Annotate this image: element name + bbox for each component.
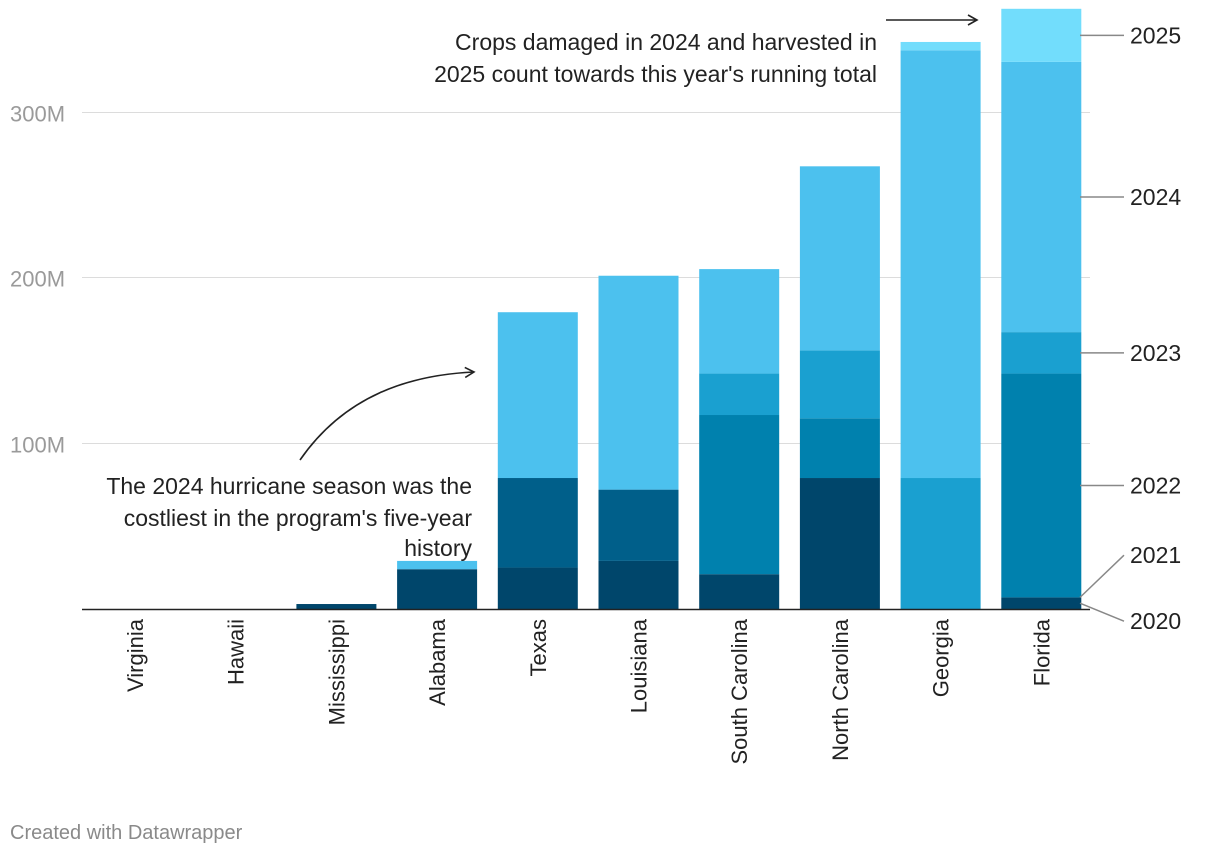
x-tick-label-alabama: Alabama xyxy=(425,618,450,706)
bar-florida-2023 xyxy=(1001,332,1082,374)
x-tick-label-texas: Texas xyxy=(526,619,551,676)
series-label-2022: 2022 xyxy=(1130,472,1181,498)
x-tick-label-virginia: Virginia xyxy=(123,618,148,692)
bar-florida-2025 xyxy=(1001,8,1082,62)
y-tick-label-300: 300M xyxy=(10,102,65,127)
bar-texas-2021 xyxy=(497,478,578,568)
credit-text: Created with Datawrapper xyxy=(10,822,243,844)
x-tick-labels: Virginia Hawaii Mississippi Alabama Texas Lou… xyxy=(123,618,1054,764)
series-label-2024: 2024 xyxy=(1130,184,1181,210)
bar-south-carolina-2022 xyxy=(699,415,780,575)
bar-south-carolina-2023 xyxy=(699,373,780,416)
series-label-2023: 2023 xyxy=(1130,340,1181,366)
bars xyxy=(296,8,1082,609)
x-tick-label-florida: Florida xyxy=(1029,618,1054,686)
bar-north-carolina-2022 xyxy=(799,418,880,479)
series-labels: 2020 2021 2022 2023 2024 2025 xyxy=(1079,22,1181,634)
y-tick-label-200: 200M xyxy=(10,267,65,292)
x-tick-label-hawaii: Hawaii xyxy=(224,619,249,685)
bar-north-carolina-2023 xyxy=(799,350,880,419)
bar-georgia-2023 xyxy=(900,478,981,609)
x-tick-label-georgia: Georgia xyxy=(929,618,954,697)
bar-south-carolina-2024 xyxy=(699,269,780,374)
bar-louisiana-2024 xyxy=(598,275,679,490)
series-label-connector-2020 xyxy=(1079,602,1125,622)
bar-florida-2022 xyxy=(1001,373,1082,598)
series-label-2020: 2020 xyxy=(1130,608,1181,634)
bar-louisiana-2021 xyxy=(598,489,679,561)
bar-florida-2024 xyxy=(1001,61,1082,333)
annotation-hurricane-arrow xyxy=(299,366,476,461)
bar-georgia-2024 xyxy=(900,50,981,479)
bar-alabama-2024 xyxy=(397,560,478,570)
x-tick-label-louisiana: Louisiana xyxy=(627,618,652,713)
bar-alabama-2020 xyxy=(397,569,478,609)
annotation-running-total-line-1: Crops damaged in 2024 and harvested in xyxy=(455,29,877,55)
annotation-hurricane-line-1: The 2024 hurricane season was the xyxy=(106,473,472,499)
series-label-connector-2021 xyxy=(1079,554,1125,598)
bar-north-carolina-2020 xyxy=(799,478,880,609)
bar-georgia-2025 xyxy=(900,41,981,51)
annotation-hurricane-line-3: history xyxy=(404,535,472,561)
annotation-hurricane: The 2024 hurricane season was the costli… xyxy=(106,366,476,561)
bar-louisiana-2020 xyxy=(598,560,679,609)
annotation-running-total: Crops damaged in 2024 and harvested in 2… xyxy=(434,14,979,87)
bar-north-carolina-2024 xyxy=(799,166,880,351)
bar-florida-2020 xyxy=(1001,597,1082,609)
annotation-running-total-line-2: 2025 count towards this year's running t… xyxy=(434,61,877,87)
series-label-2025: 2025 xyxy=(1130,22,1181,48)
annotation-hurricane-line-2: costliest in the program's five-year xyxy=(124,505,473,531)
x-tick-label-south-carolina: South Carolina xyxy=(727,618,752,764)
bar-south-carolina-2020 xyxy=(699,574,780,609)
bar-texas-2024 xyxy=(497,312,578,479)
x-tick-label-north-carolina: North Carolina xyxy=(828,618,853,761)
x-tick-label-mississippi: Mississippi xyxy=(324,619,349,725)
series-label-2021: 2021 xyxy=(1130,542,1181,568)
bar-mississippi-2020 xyxy=(296,604,377,609)
y-tick-label-100: 100M xyxy=(10,433,65,458)
bar-texas-2020 xyxy=(497,567,578,609)
